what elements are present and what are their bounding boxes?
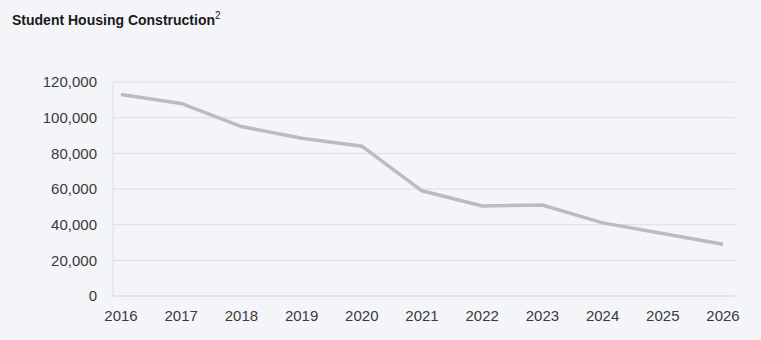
svg-text:2024: 2024 (586, 307, 619, 324)
svg-text:100,000: 100,000 (43, 109, 97, 126)
svg-text:20,000: 20,000 (51, 252, 97, 269)
svg-text:2022: 2022 (466, 307, 499, 324)
svg-text:2016: 2016 (104, 307, 137, 324)
svg-text:2017: 2017 (165, 307, 198, 324)
svg-text:40,000: 40,000 (51, 216, 97, 233)
svg-text:2025: 2025 (646, 307, 679, 324)
svg-text:2021: 2021 (405, 307, 438, 324)
svg-text:60,000: 60,000 (51, 180, 97, 197)
svg-text:2023: 2023 (526, 307, 559, 324)
svg-text:2019: 2019 (285, 307, 318, 324)
svg-text:2020: 2020 (345, 307, 378, 324)
svg-text:2018: 2018 (225, 307, 258, 324)
svg-text:120,000: 120,000 (43, 73, 97, 90)
svg-text:0: 0 (89, 287, 97, 304)
svg-text:80,000: 80,000 (51, 145, 97, 162)
svg-text:2026: 2026 (706, 307, 739, 324)
html-text:Student Housing Construction2: Student Housing Construction2 (12, 10, 221, 28)
